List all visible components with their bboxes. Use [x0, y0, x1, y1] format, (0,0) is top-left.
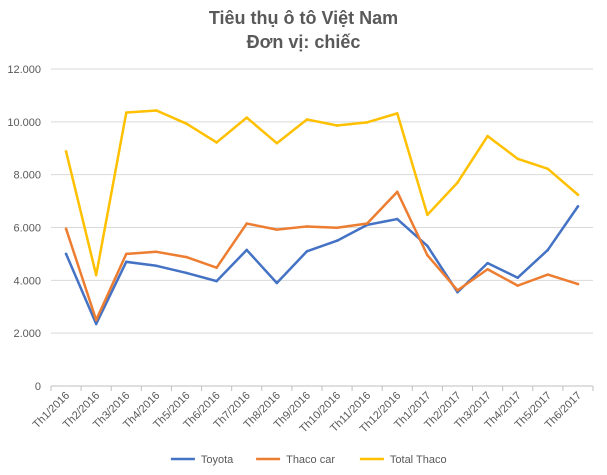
data-point	[516, 276, 520, 279]
data-point	[305, 118, 309, 121]
data-point	[456, 290, 459, 294]
data-point	[576, 282, 580, 286]
series-line-3	[64, 109, 580, 277]
data-point	[155, 264, 158, 268]
data-point	[576, 193, 580, 197]
data-point	[305, 225, 309, 228]
y-tick-label: 8.000	[13, 170, 41, 182]
data-point	[395, 190, 399, 194]
data-point	[426, 213, 429, 217]
data-point	[215, 266, 218, 269]
data-point	[335, 124, 339, 127]
data-point	[94, 273, 98, 277]
data-point	[426, 253, 429, 257]
series-line-2	[64, 190, 580, 322]
data-point	[395, 112, 399, 115]
y-tick-label: 4.000	[13, 275, 41, 287]
y-tick-label: 10.000	[7, 117, 41, 129]
y-tick-label: 2.000	[13, 328, 41, 340]
data-point	[275, 141, 279, 145]
chart-subtitle: Đơn vị: chiếc	[246, 32, 361, 52]
data-point	[94, 318, 98, 322]
data-point	[215, 279, 218, 283]
series-line-1	[64, 205, 580, 326]
data-point	[155, 250, 158, 254]
data-point	[185, 271, 188, 275]
data-point	[155, 109, 158, 112]
data-point	[365, 222, 369, 225]
data-point	[395, 217, 399, 221]
data-point	[185, 255, 188, 259]
data-point	[546, 167, 550, 171]
data-point	[516, 157, 520, 161]
data-point	[576, 205, 580, 208]
y-tick-label: 6.000	[13, 223, 41, 235]
data-point	[335, 226, 339, 230]
data-point	[456, 289, 459, 292]
legend-label: Toyota	[201, 454, 234, 466]
data-point	[275, 281, 279, 285]
y-tick-label: 0	[35, 381, 41, 393]
data-point	[245, 222, 249, 225]
data-point	[275, 228, 279, 231]
chart-title: Tiêu thụ ô tô Việt Nam	[208, 8, 399, 28]
data-point	[245, 116, 249, 119]
data-point	[365, 121, 369, 124]
data-point	[486, 267, 489, 271]
data-point	[124, 111, 128, 114]
data-point	[64, 150, 68, 153]
data-point	[185, 122, 188, 125]
data-point	[456, 181, 459, 184]
data-point	[546, 273, 550, 276]
data-point	[64, 227, 68, 231]
data-point	[335, 239, 339, 243]
data-point	[94, 322, 98, 326]
data-point	[215, 141, 218, 144]
data-point	[486, 261, 489, 265]
data-point	[305, 249, 309, 253]
data-point	[516, 284, 520, 287]
y-tick-label: 12.000	[7, 64, 41, 76]
data-point	[426, 244, 429, 248]
data-point	[546, 248, 550, 252]
data-point	[486, 134, 489, 138]
legend-label: Thaco car	[286, 454, 335, 466]
data-point	[124, 260, 128, 264]
legend-label: Total Thaco	[390, 454, 447, 466]
data-point	[245, 248, 249, 252]
data-point	[64, 252, 68, 256]
data-point	[124, 252, 128, 256]
